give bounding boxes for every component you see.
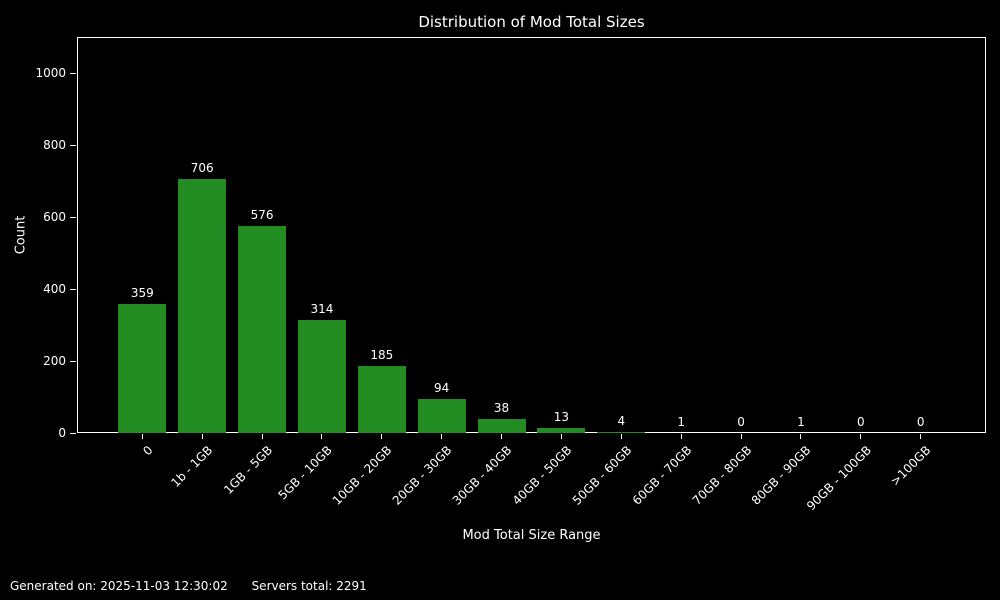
- x-tick-mark: [920, 434, 922, 439]
- y-tick-label: 600: [43, 210, 66, 224]
- bar-value-label: 706: [190, 160, 214, 175]
- x-tick-mark: [441, 434, 443, 439]
- y-tick-label: 200: [43, 354, 66, 368]
- y-tick-mark: [70, 72, 76, 74]
- bar: [178, 178, 227, 433]
- y-tick-mark: [70, 432, 76, 434]
- y-tick-label: 0: [58, 426, 66, 440]
- generated-timestamp: Generated on: 2025-11-03 12:30:02: [10, 579, 228, 593]
- bar: [417, 399, 466, 433]
- bar-value-label: 0: [916, 415, 925, 429]
- bar: [297, 319, 346, 433]
- plot-area: [77, 37, 986, 433]
- bar: [537, 428, 586, 433]
- bar-value-label: 359: [130, 285, 154, 300]
- y-tick-label: 800: [43, 138, 66, 152]
- x-tick-label: 70GB - 80GB: [689, 443, 754, 508]
- bar: [357, 366, 406, 433]
- bar: [477, 419, 526, 433]
- x-tick-label: 20GB - 30GB: [389, 443, 455, 508]
- x-tick-label: 1b - 1GB: [168, 443, 216, 490]
- x-tick-mark: [381, 434, 383, 439]
- bar: [118, 303, 167, 433]
- x-tick-label: 1GB - 5GB: [220, 443, 275, 497]
- x-tick-mark: [321, 434, 323, 439]
- bar-value-label: 0: [857, 415, 865, 429]
- bar-value-label: 94: [434, 381, 450, 396]
- x-tick-mark: [501, 434, 503, 439]
- x-tick-label: 60GB - 70GB: [629, 443, 695, 508]
- x-tick-label: 5GB - 10GB: [275, 443, 335, 503]
- x-tick-label: 40GB - 50GB: [509, 443, 575, 508]
- x-tick-label: 10GB - 20GB: [329, 443, 395, 508]
- servers-total: Servers total: 2291: [251, 579, 367, 593]
- x-tick-label: 90GB - 100GB: [803, 443, 874, 514]
- y-tick-label: 400: [43, 282, 66, 296]
- y-tick-mark: [70, 144, 76, 146]
- bar-value-label: 13: [553, 410, 570, 425]
- bar: [238, 225, 287, 433]
- x-tick-label: >100GB: [888, 443, 934, 489]
- x-tick-label: 0: [139, 443, 156, 459]
- x-axis-label: Mod Total Size Range: [462, 528, 601, 543]
- x-tick-label: 30GB - 40GB: [449, 443, 515, 508]
- y-tick-label: 1000: [35, 66, 66, 80]
- y-tick-mark: [70, 360, 76, 362]
- x-tick-mark: [680, 434, 682, 439]
- bar-value-label: 314: [310, 301, 334, 316]
- x-tick-mark: [141, 434, 143, 439]
- x-tick-mark: [860, 434, 862, 439]
- x-tick-label: 80GB - 90GB: [749, 443, 814, 508]
- bar-value-label: 185: [370, 348, 394, 363]
- chart-title: Distribution of Mod Total Sizes: [418, 13, 645, 31]
- bar-value-label: 1: [677, 414, 686, 429]
- bar-value-label: 0: [737, 415, 745, 429]
- y-tick-mark: [70, 216, 76, 218]
- x-tick-mark: [620, 434, 622, 439]
- x-tick-mark: [800, 434, 802, 439]
- x-tick-label: 50GB - 60GB: [569, 443, 635, 508]
- bar-value-label: 4: [617, 413, 626, 428]
- bar-value-label: 1: [797, 414, 805, 429]
- y-tick-mark: [70, 288, 76, 290]
- footer-status-line: Generated on: 2025-11-03 12:30:02 Server…: [10, 579, 387, 593]
- bar: [597, 431, 646, 433]
- x-tick-mark: [740, 434, 742, 439]
- x-tick-mark: [201, 434, 203, 439]
- bar-value-label: 38: [493, 401, 510, 416]
- x-tick-mark: [261, 434, 263, 439]
- bar-value-label: 576: [250, 207, 274, 222]
- x-tick-mark: [560, 434, 562, 439]
